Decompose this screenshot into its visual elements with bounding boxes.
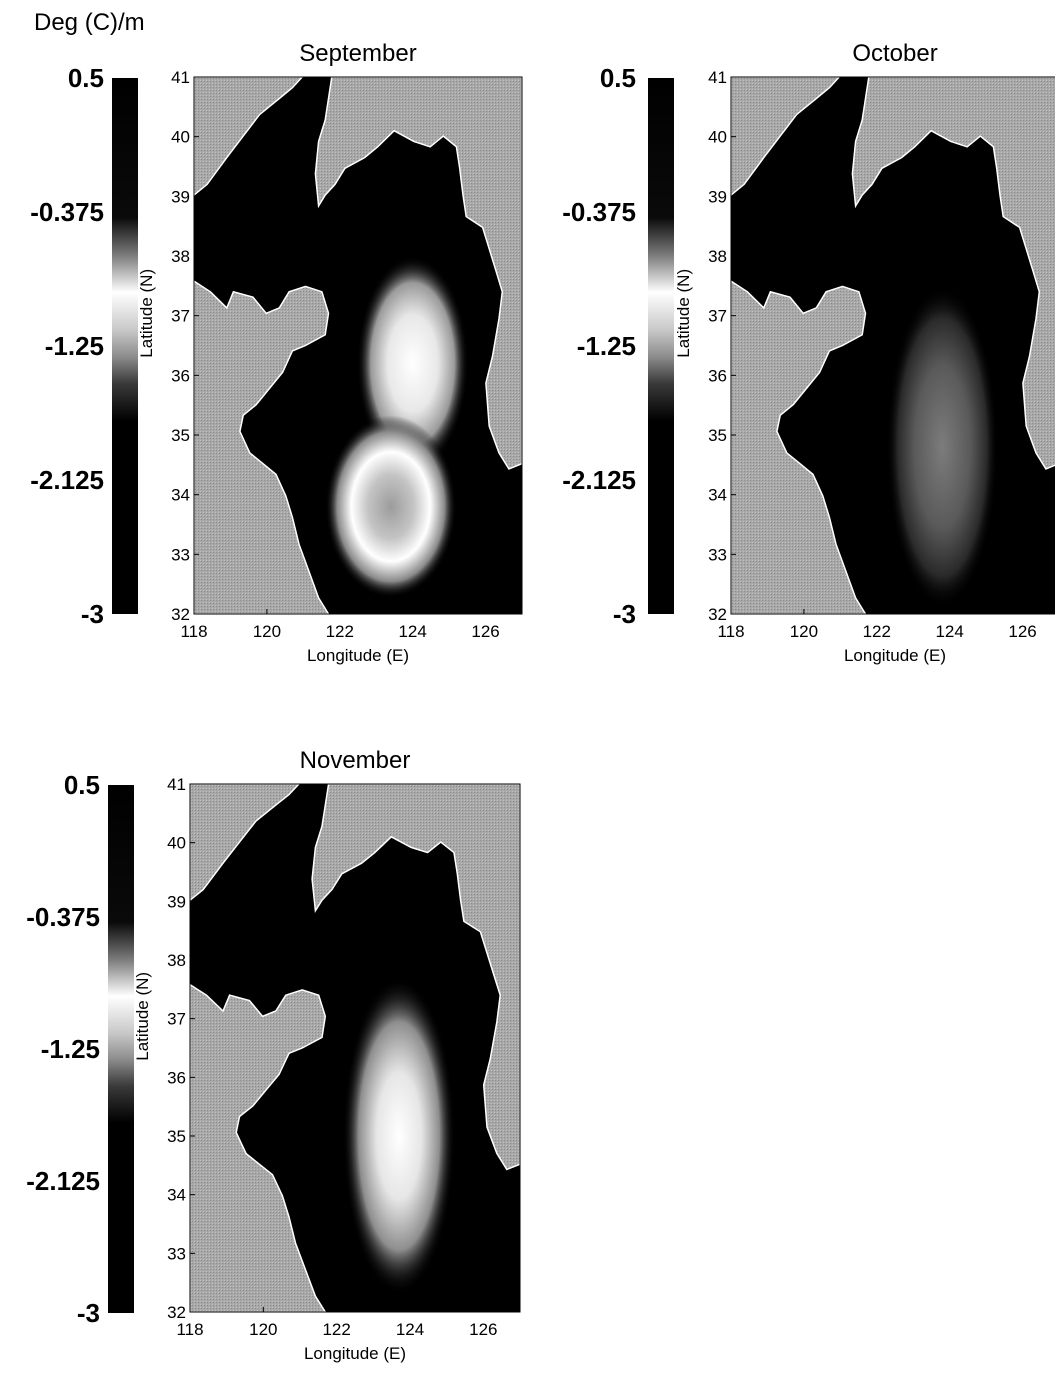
x-tick-label: 120 (249, 1320, 277, 1339)
x-axis-label: Longitude (E) (307, 646, 409, 665)
x-axis-label: Longitude (E) (844, 646, 946, 665)
x-tick-label: 122 (322, 1320, 350, 1339)
y-tick-label: 34 (708, 486, 727, 505)
land-east (851, 76, 1055, 470)
y-tick-label: 40 (167, 834, 186, 853)
y-tick-label: 32 (171, 605, 190, 624)
y-tick-label: 40 (171, 128, 190, 147)
y-tick-label: 35 (167, 1127, 186, 1146)
y-axis-label: Latitude (N) (133, 972, 152, 1061)
land-south-west (193, 279, 330, 615)
colorbar (648, 78, 674, 614)
land-south-west (730, 279, 867, 615)
x-tick-label: 124 (396, 1320, 424, 1339)
x-tick-label: 120 (790, 622, 818, 641)
y-tick-label: 32 (167, 1303, 186, 1322)
gradient-core (342, 977, 456, 1295)
gradient-core (886, 285, 999, 609)
y-tick-label: 41 (167, 775, 186, 794)
x-tick-label: 124 (398, 622, 426, 641)
y-tick-label: 35 (708, 426, 727, 445)
gradient-core (325, 415, 457, 598)
colorbar-tick-label: 0.5 (600, 63, 636, 93)
colorbar-tick-label: -2.125 (30, 465, 104, 495)
colorbar-tick-label: -1.25 (45, 331, 104, 361)
y-tick-label: 40 (708, 128, 727, 147)
colorbar-tick-label: -1.25 (41, 1034, 100, 1064)
y-tick-label: 34 (167, 1186, 186, 1205)
y-tick-label: 36 (171, 366, 190, 385)
x-tick-label: 122 (863, 622, 891, 641)
colorbar-tick-label: -0.375 (562, 197, 636, 227)
colorbar (112, 78, 138, 614)
x-tick-label: 126 (471, 622, 499, 641)
y-tick-label: 36 (708, 366, 727, 385)
colorbar-tick-label: -1.25 (577, 331, 636, 361)
x-tick-label: 124 (935, 622, 963, 641)
colorbar-tick-label: -2.125 (26, 1166, 100, 1196)
x-axis-label: Longitude (E) (304, 1344, 406, 1363)
y-tick-label: 33 (167, 1244, 186, 1263)
panel-september: 0.5 -0.375 -1.25 -2.125 -3 118 120 122 124 126 32 3… (30, 40, 523, 665)
land-south-west (189, 983, 327, 1313)
colorbar-tick-label: -2.125 (562, 465, 636, 495)
y-tick-label: 32 (708, 605, 727, 624)
y-tick-label: 33 (171, 545, 190, 564)
x-tick-label: 126 (1008, 622, 1036, 641)
colorbar-tick-label: 0.5 (68, 63, 104, 93)
x-tick-label: 118 (176, 1320, 203, 1339)
land-east (314, 76, 523, 470)
y-tick-label: 34 (171, 486, 190, 505)
y-tick-label: 36 (167, 1068, 186, 1087)
panel-title: November (300, 747, 411, 774)
colorbar-tick-label: 0.5 (64, 770, 100, 800)
x-tick-label: 120 (253, 622, 281, 641)
colorbar (108, 785, 134, 1313)
x-tick-label: 122 (326, 622, 354, 641)
panel-title: September (299, 40, 416, 67)
y-tick-label: 39 (171, 187, 190, 206)
y-tick-label: 38 (167, 951, 186, 970)
y-tick-label: 41 (708, 68, 727, 87)
y-tick-label: 41 (171, 68, 190, 87)
x-tick-label: 126 (469, 1320, 497, 1339)
map-frame (730, 76, 1055, 615)
y-tick-label: 37 (171, 307, 190, 326)
y-tick-label: 37 (708, 307, 727, 326)
y-tick-label: 38 (171, 247, 190, 266)
colorbar-tick-label: -3 (81, 599, 104, 629)
y-axis-label: Latitude (N) (674, 269, 693, 358)
y-axis-label: Latitude (N) (137, 269, 156, 358)
y-tick-label: 39 (167, 892, 186, 911)
panel-title: October (852, 40, 937, 67)
y-tick-label: 38 (708, 247, 727, 266)
colorbar-tick-label: -3 (77, 1298, 100, 1328)
colorbar-tick-label: -3 (613, 599, 636, 629)
map-frame (189, 783, 521, 1313)
y-tick-label: 35 (171, 426, 190, 445)
y-tick-label: 39 (708, 187, 727, 206)
colorbar-tick-label: -0.375 (26, 902, 100, 932)
colorbar-tick-label: -0.375 (30, 197, 104, 227)
x-tick-label: 118 (717, 622, 744, 641)
panel-november: 0.5 -0.375 -1.25 -2.125 -3 118 120 122 124 126 32 3… (26, 747, 521, 1363)
colorbar-unit-label: Deg (C)/m (34, 9, 145, 36)
map-frame (193, 76, 523, 615)
y-tick-label: 37 (167, 1010, 186, 1029)
panel-october: 0.5 -0.375 -1.25 -2.125 -3 118 120 122 124 126 32 3… (562, 40, 1055, 665)
x-tick-label: 118 (180, 622, 207, 641)
y-tick-label: 33 (708, 545, 727, 564)
land-east (311, 783, 521, 1171)
